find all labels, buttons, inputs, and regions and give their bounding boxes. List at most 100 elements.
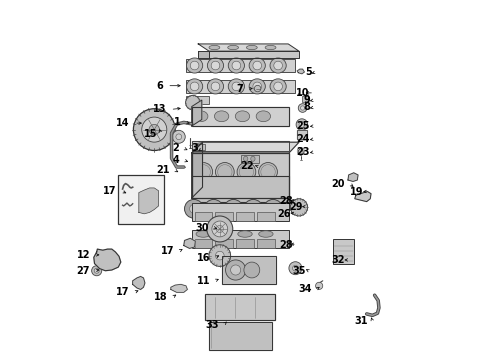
- Circle shape: [264, 199, 282, 218]
- Circle shape: [299, 122, 305, 127]
- Circle shape: [269, 204, 277, 213]
- Circle shape: [211, 61, 220, 70]
- Circle shape: [149, 125, 160, 135]
- Text: 5: 5: [305, 67, 312, 77]
- Bar: [205, 294, 275, 320]
- Ellipse shape: [244, 156, 248, 161]
- Ellipse shape: [270, 58, 286, 73]
- Circle shape: [98, 252, 113, 268]
- Circle shape: [316, 282, 323, 289]
- Ellipse shape: [256, 111, 270, 122]
- Text: 12: 12: [77, 250, 90, 260]
- Circle shape: [172, 130, 185, 143]
- Circle shape: [298, 104, 307, 112]
- Ellipse shape: [215, 111, 229, 122]
- Text: 33: 33: [206, 320, 219, 330]
- Text: 7: 7: [237, 84, 244, 94]
- Bar: [197, 144, 205, 150]
- Circle shape: [296, 119, 308, 130]
- Bar: [221, 256, 275, 284]
- Ellipse shape: [258, 143, 273, 150]
- Bar: [192, 203, 289, 221]
- Text: 23: 23: [296, 147, 310, 157]
- Ellipse shape: [217, 231, 231, 237]
- Text: 22: 22: [240, 161, 254, 171]
- Bar: [186, 96, 209, 104]
- Polygon shape: [205, 294, 275, 320]
- Circle shape: [232, 61, 241, 70]
- Ellipse shape: [196, 231, 210, 237]
- Polygon shape: [298, 148, 303, 156]
- Text: 2: 2: [173, 143, 179, 153]
- Ellipse shape: [270, 79, 286, 94]
- Circle shape: [133, 109, 175, 150]
- Ellipse shape: [187, 58, 203, 73]
- Bar: [192, 176, 289, 202]
- Bar: [192, 107, 289, 126]
- Polygon shape: [297, 69, 304, 74]
- Circle shape: [237, 163, 256, 181]
- Polygon shape: [192, 100, 202, 126]
- Polygon shape: [192, 142, 299, 153]
- Text: 29: 29: [289, 202, 303, 212]
- Text: 35: 35: [292, 266, 305, 276]
- Text: 34: 34: [298, 284, 312, 294]
- Circle shape: [244, 262, 260, 278]
- Bar: [195, 239, 212, 248]
- Polygon shape: [192, 142, 202, 198]
- Polygon shape: [192, 107, 289, 126]
- Ellipse shape: [228, 45, 239, 50]
- Circle shape: [297, 148, 304, 155]
- Ellipse shape: [207, 79, 223, 94]
- Polygon shape: [355, 192, 371, 202]
- Bar: [236, 212, 254, 221]
- Ellipse shape: [235, 111, 250, 122]
- Text: 13: 13: [153, 104, 166, 114]
- Circle shape: [244, 199, 263, 218]
- Text: 31: 31: [355, 316, 368, 326]
- Ellipse shape: [251, 156, 255, 161]
- Polygon shape: [94, 249, 121, 271]
- Text: 9: 9: [303, 95, 310, 105]
- Circle shape: [207, 216, 233, 242]
- Circle shape: [232, 82, 241, 91]
- Circle shape: [190, 204, 198, 213]
- Polygon shape: [192, 153, 289, 198]
- Circle shape: [216, 251, 224, 260]
- Polygon shape: [139, 188, 159, 214]
- Circle shape: [254, 85, 261, 92]
- Text: 24: 24: [296, 134, 310, 144]
- Text: 15: 15: [144, 129, 157, 139]
- Ellipse shape: [238, 231, 252, 237]
- Text: 27: 27: [77, 266, 90, 276]
- Bar: [257, 212, 274, 221]
- Bar: [302, 96, 308, 102]
- Polygon shape: [184, 238, 196, 248]
- Ellipse shape: [265, 45, 276, 50]
- Text: 17: 17: [103, 186, 117, 196]
- Circle shape: [185, 199, 203, 218]
- Circle shape: [194, 163, 213, 181]
- Bar: [236, 239, 254, 248]
- Text: 17: 17: [161, 246, 174, 256]
- Ellipse shape: [259, 231, 273, 237]
- Polygon shape: [221, 256, 275, 284]
- Polygon shape: [209, 51, 299, 58]
- Text: 8: 8: [303, 102, 310, 112]
- Circle shape: [216, 225, 223, 233]
- Text: 30: 30: [196, 222, 209, 233]
- Circle shape: [142, 117, 167, 142]
- Text: 3: 3: [192, 143, 198, 153]
- Ellipse shape: [187, 79, 203, 94]
- Bar: [192, 230, 289, 248]
- Circle shape: [212, 221, 228, 237]
- Text: 17: 17: [116, 287, 130, 297]
- Circle shape: [229, 204, 238, 213]
- Bar: [118, 175, 164, 224]
- Circle shape: [259, 163, 277, 181]
- Text: 32: 32: [332, 255, 345, 265]
- Text: 6: 6: [156, 81, 163, 91]
- Circle shape: [204, 199, 223, 218]
- Circle shape: [274, 61, 282, 70]
- Polygon shape: [192, 141, 289, 151]
